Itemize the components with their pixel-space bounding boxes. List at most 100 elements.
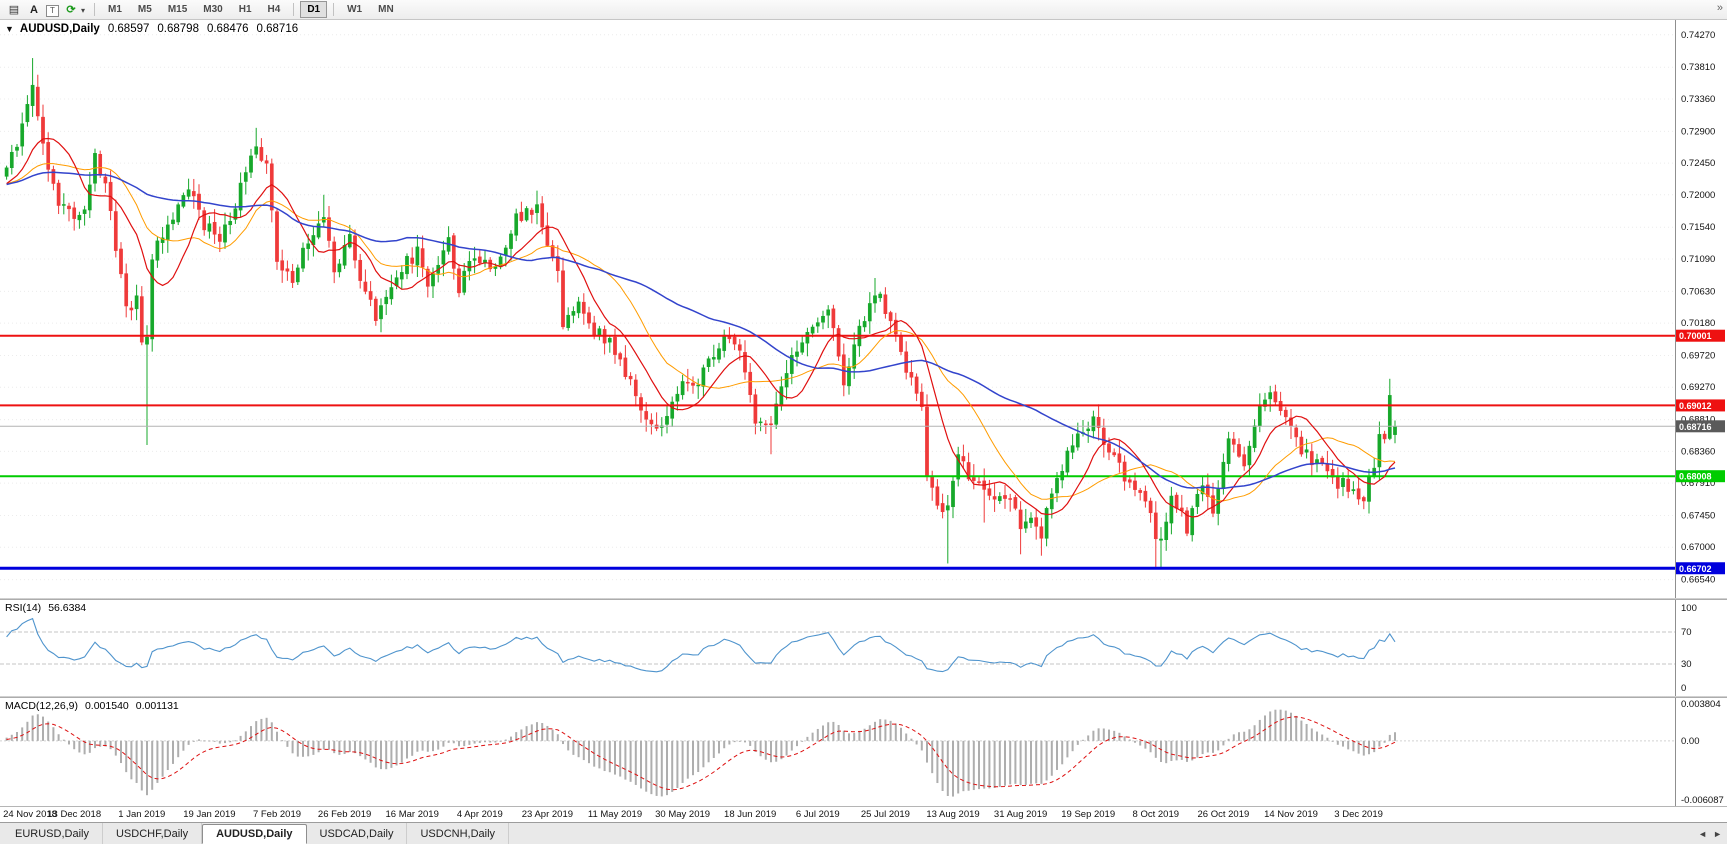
time-axis-label: 25 Jul 2019 — [860, 809, 910, 820]
chart-tab-audusd[interactable]: AUDUSD,Daily — [202, 824, 307, 844]
dropdown-caret-icon[interactable]: ▾ — [80, 6, 85, 16]
time-axis-label: 14 Nov 2019 — [1264, 809, 1318, 820]
time-axis-label: 6 Jul 2019 — [795, 809, 840, 820]
ma-50-line — [6, 171, 1396, 490]
timeframe-button-m5[interactable]: M5 — [137, 4, 152, 15]
ma-10-line — [6, 137, 1396, 518]
rsi-chart-svg[interactable]: 100 70 30 0 — [0, 600, 1727, 696]
macd-panel: 0.003804 0.00 -0.006087 MACD(12,26,9) 0.00… — [0, 698, 1727, 806]
time-axis-label: 19 Sep 2019 — [1061, 809, 1116, 820]
toolbar-separator — [293, 3, 295, 16]
chart-tab-eurusd[interactable]: EURUSD,Daily — [2, 823, 103, 844]
timeframe-button-m15[interactable]: M15 — [167, 4, 188, 15]
svg-text:0.66540: 0.66540 — [1681, 575, 1715, 586]
svg-text:0.69012: 0.69012 — [1679, 401, 1712, 411]
chart-tab-usdcad[interactable]: USDCAD,Daily — [307, 823, 408, 844]
svg-text:0.70180: 0.70180 — [1681, 318, 1715, 329]
timeframe-button-h1[interactable]: H1 — [238, 4, 252, 15]
price-tag — [1676, 420, 1725, 433]
svg-text:0.67910: 0.67910 — [1681, 478, 1715, 489]
timeframe-button-m1[interactable]: M1 — [108, 4, 122, 15]
svg-text:0.72450: 0.72450 — [1681, 158, 1715, 169]
svg-text:0.003804: 0.003804 — [1681, 699, 1721, 710]
time-axis-label: 13 Dec 2018 — [47, 809, 102, 820]
svg-text:0.71540: 0.71540 — [1681, 222, 1715, 233]
svg-text:0.72000: 0.72000 — [1681, 190, 1715, 201]
time-axis-label: 1 Jan 2019 — [118, 809, 166, 820]
tab-scroll-left-button[interactable]: ◄ — [1698, 828, 1708, 839]
svg-text:0.70630: 0.70630 — [1681, 286, 1715, 297]
chart-tabs-bar: EURUSD,Daily USDCHF,Daily AUDUSD,Daily USDC… — [0, 822, 1727, 844]
moving-averages-layer — [6, 137, 1396, 518]
time-axis-label: 13 Aug 2019 — [926, 809, 980, 820]
horizontal-levels-layer[interactable] — [0, 334, 1675, 570]
chart-tab-usdchf[interactable]: USDCHF,Daily — [103, 823, 203, 844]
time-axis-label: 26 Oct 2019 — [1197, 809, 1250, 820]
svg-text:100: 100 — [1681, 603, 1697, 614]
macd-histogram — [5, 709, 1396, 797]
rsi-line — [6, 617, 1396, 673]
svg-text:0.67450: 0.67450 — [1681, 511, 1715, 522]
ma-21-line — [6, 162, 1396, 502]
svg-text:0.68360: 0.68360 — [1681, 446, 1715, 457]
svg-text:0.72900: 0.72900 — [1681, 126, 1715, 137]
chart-tabs: EURUSD,Daily USDCHF,Daily AUDUSD,Daily USDC… — [2, 823, 510, 844]
svg-text:30: 30 — [1681, 659, 1692, 670]
timeframe-button-m30[interactable]: M30 — [203, 4, 223, 15]
svg-text:0.70001: 0.70001 — [1679, 331, 1712, 341]
time-axis-label: 11 May 2019 — [587, 809, 643, 820]
svg-text:0.66702: 0.66702 — [1679, 564, 1712, 574]
panel-separator[interactable] — [0, 696, 1727, 698]
chart-tab-usdcnh[interactable]: USDCNH,Daily — [407, 823, 510, 844]
svg-text:0.68716: 0.68716 — [1679, 422, 1712, 432]
tab-scroll-right-button[interactable]: ► — [1713, 828, 1722, 839]
tab-scroll-arrows: ◄ ► — [1698, 823, 1722, 844]
svg-text:0.71090: 0.71090 — [1681, 254, 1715, 265]
panel-separator[interactable] — [0, 598, 1727, 600]
time-axis-label: 31 Aug 2019 — [993, 809, 1048, 820]
toolbar-separator — [94, 3, 95, 16]
timeframe-button-mn[interactable]: MN — [378, 4, 394, 15]
macd-chart-svg[interactable]: 0.003804 0.00 -0.006087 — [0, 698, 1727, 806]
time-axis-label: 30 May 2019 — [655, 809, 711, 820]
chart-list-icon[interactable]: ▤ — [8, 4, 20, 17]
timeframe-button-w1[interactable]: W1 — [347, 4, 363, 15]
time-axis-label: 8 Oct 2019 — [1132, 809, 1180, 820]
macd-signal-line — [6, 716, 1396, 791]
grid-layer — [0, 34, 1675, 581]
svg-text:0.00: 0.00 — [1681, 736, 1700, 747]
price-tag — [1676, 399, 1725, 412]
svg-text:0.68008: 0.68008 — [1679, 472, 1712, 482]
svg-text:0.69720: 0.69720 — [1681, 351, 1715, 362]
time-axis-label: 16 Mar 2019 — [385, 809, 439, 820]
price-tags-layer: 0.70001 0.69012 0.68008 0.66702 0.68716 — [1676, 329, 1725, 575]
svg-text:0.67000: 0.67000 — [1681, 542, 1715, 553]
toolbar-icon-group: ▤ A T ⟳ ▾ — [4, 0, 89, 19]
refresh-icon[interactable]: ⟳ — [66, 4, 76, 17]
annotation-text-icon[interactable]: A — [30, 4, 38, 17]
price-tag — [1676, 562, 1725, 575]
price-tag — [1676, 329, 1725, 342]
toolbar-overflow-icon[interactable]: » — [1716, 2, 1723, 14]
price-chart-panel: 0.74270 0.73810 0.73360 0.72900 0.72450 0.720… — [0, 20, 1727, 598]
time-axis-label: 26 Feb 2019 — [317, 809, 372, 820]
text-box-icon[interactable]: T — [46, 5, 59, 18]
price-chart-svg[interactable]: 0.74270 0.73810 0.73360 0.72900 0.72450 0.720… — [0, 20, 1727, 598]
time-axis-label: 18 Jun 2019 — [724, 809, 777, 820]
time-axis[interactable]: 24 Nov 2018 13 Dec 2018 1 Jan 2019 19 Jan 2… — [0, 806, 1727, 822]
svg-text:0.73360: 0.73360 — [1681, 94, 1715, 105]
one-click-trading-arrow[interactable]: ▼ — [5, 24, 14, 34]
price-axis-ticks: 0.74270 0.73810 0.73360 0.72900 0.72450 0.720… — [1681, 30, 1715, 586]
svg-text:0.68810: 0.68810 — [1681, 415, 1715, 426]
price-tag — [1676, 470, 1725, 483]
timeframe-button-h4[interactable]: H4 — [267, 4, 281, 15]
svg-text:0.73810: 0.73810 — [1681, 62, 1715, 73]
svg-text:0.69270: 0.69270 — [1681, 382, 1715, 393]
time-axis-label: 3 Dec 2019 — [1334, 809, 1383, 820]
timeframe-button-d1[interactable]: D1 — [300, 1, 328, 18]
time-axis-label: 23 Apr 2019 — [521, 809, 574, 820]
candles-layer — [4, 58, 1397, 569]
svg-text:0: 0 — [1681, 683, 1686, 694]
time-axis-label: 24 Nov 2018 — [3, 809, 57, 820]
